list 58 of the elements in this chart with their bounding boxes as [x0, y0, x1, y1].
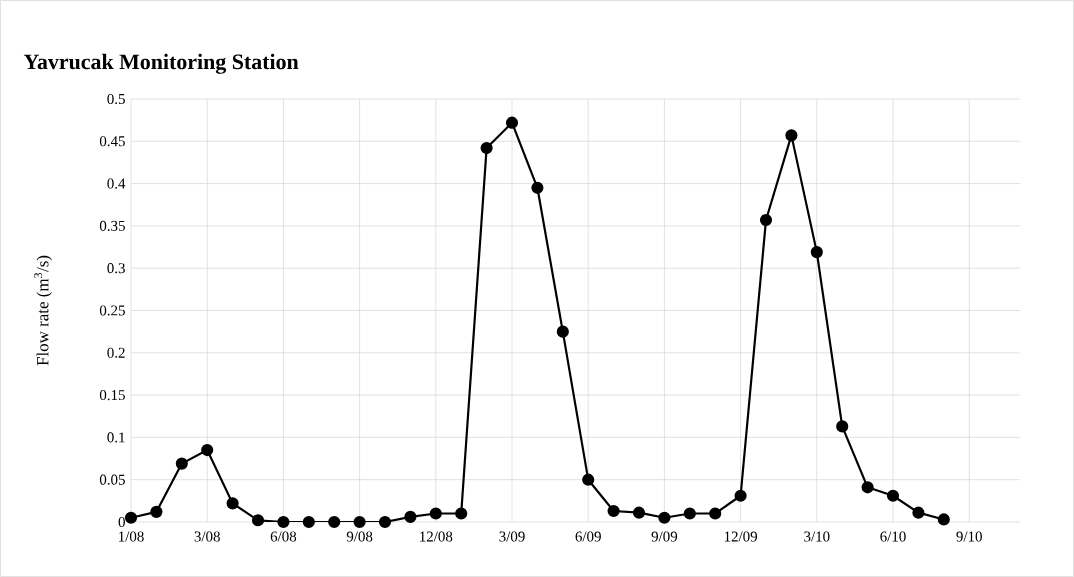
point	[886, 489, 900, 502]
point	[734, 489, 747, 502]
y-tick-label: 0.25	[99, 305, 125, 316]
point	[429, 507, 442, 520]
point	[251, 514, 265, 527]
y-tick-label: 0.35	[99, 220, 125, 231]
point	[404, 510, 417, 523]
x-tick-label: 6/08	[270, 531, 297, 542]
y-tick-label: 0.1	[107, 432, 125, 443]
point	[861, 481, 874, 494]
point	[607, 504, 620, 518]
y-tick-label: 0	[118, 516, 125, 528]
point	[937, 513, 950, 526]
point	[658, 511, 671, 524]
point	[378, 515, 392, 529]
point	[683, 507, 696, 520]
point	[556, 325, 569, 338]
point	[709, 507, 722, 520]
x-tick-label: 6/10	[880, 531, 906, 542]
point	[353, 515, 366, 529]
point	[582, 473, 595, 486]
y-tick-label: 0.5	[107, 93, 125, 105]
point	[124, 511, 138, 524]
point	[912, 506, 925, 519]
x-tick-label: 9/09	[651, 531, 678, 542]
point	[175, 457, 188, 470]
point	[480, 141, 493, 155]
x-tick-label: 3/08	[194, 531, 220, 542]
point	[277, 515, 290, 529]
y-axis-title: Flow rate (m$^{3}$/s)	[34, 255, 52, 366]
y-tick-label: 0.45	[99, 136, 125, 147]
y-tick-label: 0.3	[107, 263, 125, 274]
x-tick-label: 1/08	[119, 531, 144, 542]
point	[810, 246, 823, 259]
y-tick-label: 0.05	[99, 474, 125, 485]
point	[150, 505, 163, 518]
x-tick-label: 6/09	[575, 531, 601, 542]
point	[836, 420, 849, 433]
point	[632, 506, 646, 519]
point	[226, 497, 239, 510]
point	[201, 443, 214, 457]
y-tick-label: 0.4	[107, 178, 126, 189]
x-tick-label: 12/08	[420, 531, 453, 542]
point	[785, 129, 798, 142]
point	[505, 116, 519, 129]
point	[455, 507, 468, 520]
x-tick-label: 12/09	[724, 531, 758, 542]
point	[531, 181, 544, 194]
x-tick-label: 9/10	[956, 531, 982, 542]
x-tick-label: 3/10	[804, 531, 830, 542]
x-tick-label: 3/09	[499, 531, 525, 542]
y-tick-label: 0.15	[99, 390, 125, 401]
y-tick-label: 0.2	[107, 347, 125, 358]
point	[328, 515, 341, 529]
x-tick-label: 9/08	[346, 531, 373, 542]
point	[759, 213, 773, 227]
point	[302, 515, 315, 529]
chart-title: Yavrucak Monitoring Station	[23, 53, 299, 74]
